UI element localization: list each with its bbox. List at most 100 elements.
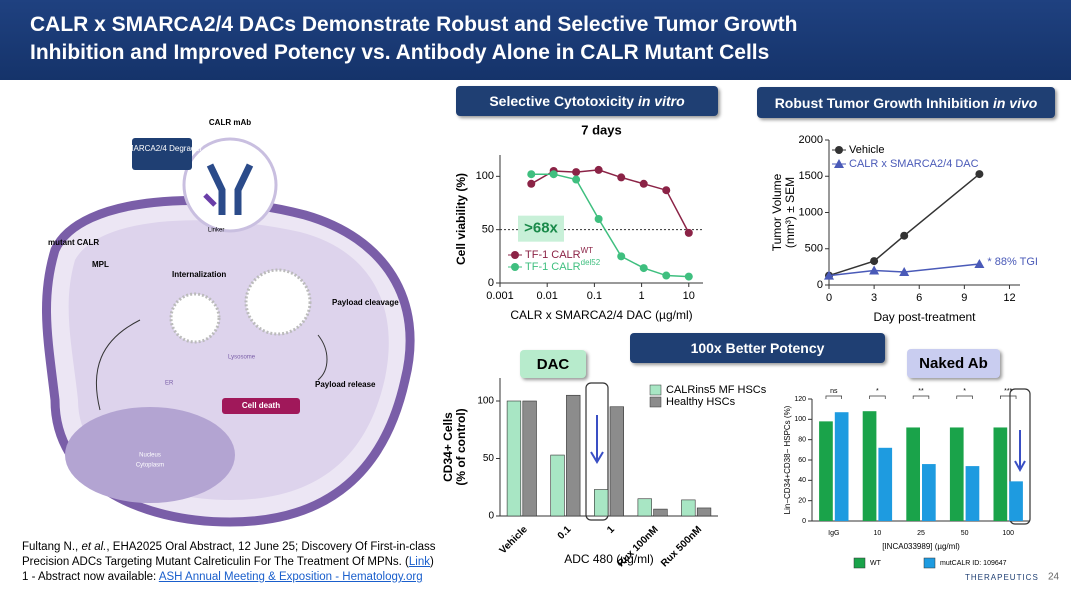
x-tick-label: IgG	[828, 530, 839, 537]
label: Linker	[208, 228, 224, 234]
antibody	[206, 163, 254, 215]
x-axis-label: CALR x SMARCA2/4 DAC (µg/ml)	[510, 308, 692, 322]
legend-sup: del52	[581, 258, 601, 267]
significance-label: *	[963, 388, 966, 395]
x-axis-label: Day post-treatment	[873, 310, 976, 324]
bar	[862, 411, 877, 521]
bar	[993, 427, 1008, 521]
diagram: CALR mAb SMARCA2/4 Degrader Linker mutan…	[42, 118, 415, 527]
legend-swatch	[649, 396, 662, 408]
significance-label: ***	[1004, 388, 1012, 395]
y-tick-label: 100	[794, 416, 806, 423]
x-tick-label: 50	[961, 530, 969, 537]
legend-label: WT	[870, 560, 882, 567]
point	[974, 258, 985, 268]
x-tick-label: 12	[1003, 292, 1015, 304]
point	[527, 179, 536, 188]
significance-bracket	[869, 395, 886, 399]
section-text: Naked Ab	[919, 355, 988, 372]
y-tick-label: 0	[488, 511, 494, 522]
section-italic: in vivo	[992, 94, 1038, 111]
endosome	[169, 292, 221, 344]
x-tick-label: Vehicle	[498, 524, 530, 556]
x-tick-label: 0.1	[556, 524, 574, 542]
footnote: Fultang N., et al., EHA2025 Oral Abstrac…	[22, 540, 472, 585]
payload	[203, 193, 217, 207]
label: SMARCA2/4 Degrader	[122, 144, 203, 153]
point	[684, 272, 693, 281]
significance-bracket	[1000, 395, 1017, 399]
point	[870, 257, 879, 266]
section-text: Robust Tumor Growth Inhibition	[774, 94, 990, 111]
y-tick-label: 40	[798, 477, 806, 484]
title-line: Inhibition and Improved Potency vs. Anti…	[30, 41, 770, 64]
point	[900, 231, 909, 240]
x-tick-label: 3	[871, 292, 877, 304]
zoom-circle	[182, 137, 278, 233]
legend-marker	[834, 159, 844, 168]
highlight-box	[585, 382, 609, 521]
y-axis-label: (% of control)	[454, 408, 468, 485]
title-bar: CALR x SMARCA2/4 DACs Demonstrate Robust…	[0, 0, 1071, 80]
y-axis-label: CD34+ Cells	[441, 412, 455, 482]
bar	[506, 400, 522, 517]
x-tick-label: 25	[917, 530, 925, 537]
point	[617, 252, 626, 261]
y-tick-label: 60	[798, 457, 806, 464]
page-number: 24	[1048, 572, 1060, 583]
y-axis-label: (mm³) ± SEM	[783, 177, 797, 248]
y-tick-label: 0	[488, 277, 494, 289]
significance-label: ns	[830, 388, 838, 395]
x-tick-label: 0	[826, 292, 832, 304]
bar	[819, 421, 833, 521]
text: )	[430, 556, 434, 568]
series-line	[828, 173, 980, 277]
point	[572, 175, 581, 184]
legend-text: Healthy HSCs	[666, 396, 736, 408]
x-axis-label: ADC 480 (µg/ml)	[564, 552, 654, 566]
section-text: 100x Better Potency	[690, 340, 825, 356]
significance-bracket	[912, 395, 930, 399]
lysosome	[244, 268, 312, 336]
y-tick-label: 20	[798, 498, 806, 505]
annotation: >68x	[524, 220, 558, 237]
y-tick-label: 120	[794, 396, 806, 403]
significance-bracket	[825, 395, 842, 399]
bar	[681, 499, 696, 517]
legend-marker	[835, 146, 843, 154]
point	[975, 170, 984, 179]
legend-label: Healthy HSCs	[666, 396, 736, 408]
bar	[550, 454, 565, 517]
bar	[878, 447, 893, 521]
y-tick-label: 50	[483, 453, 495, 464]
point	[684, 228, 693, 237]
link[interactable]: ASH Annual Meeting & Exposition - Hemato…	[158, 571, 423, 583]
link[interactable]: Link	[408, 556, 430, 568]
legend-swatch	[853, 557, 866, 569]
y-tick-label: 100	[476, 170, 494, 182]
legend-marker	[511, 251, 519, 259]
text: Fultang N.,	[22, 541, 82, 553]
legend-label: TF-1 CALRdel52	[525, 258, 601, 273]
annotation: * 88% TGI	[987, 256, 1038, 268]
significance-label: **	[918, 388, 924, 395]
x-tick-label: 1	[605, 524, 617, 536]
bar	[922, 464, 936, 521]
section-header: Robust Tumor Growth Inhibition in vivo	[757, 87, 1055, 118]
cell-death-box	[222, 398, 300, 414]
point	[899, 266, 910, 276]
label: mutant CALR	[48, 238, 99, 247]
x-tick-label: 9	[961, 292, 967, 304]
point	[639, 179, 648, 188]
bar	[609, 406, 624, 517]
y-tick-label: 1500	[799, 170, 823, 182]
x-tick-label: 0.001	[486, 290, 514, 302]
legend-text: Vehicle	[849, 144, 884, 156]
bar	[965, 466, 980, 521]
section-italic: in vitro	[637, 93, 685, 109]
label: Internalization	[172, 270, 226, 279]
x-tick-label: Rux 500nM	[659, 524, 704, 569]
point	[549, 170, 558, 179]
legend-label: Vehicle	[849, 144, 884, 156]
